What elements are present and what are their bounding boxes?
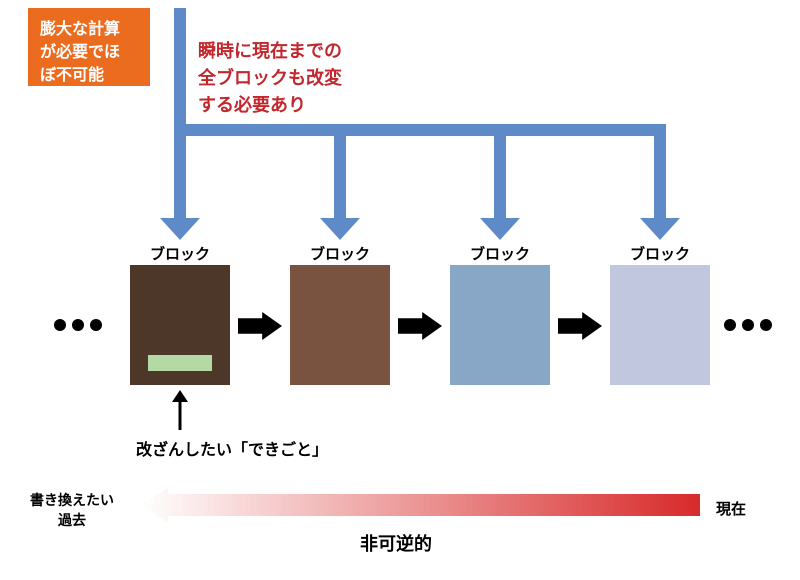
timeline-center-text: 非可逆的 [360,534,432,554]
timeline-right-text: 現在 [716,501,746,518]
timeline-right-label: 現在 [716,498,746,519]
timeline-left-text: 書き換えたい 過去 [30,492,114,528]
timeline-center-label: 非可逆的 [360,530,432,556]
timeline-gradient-arrow [0,0,800,580]
timeline-left-label: 書き換えたい 過去 [30,490,114,530]
